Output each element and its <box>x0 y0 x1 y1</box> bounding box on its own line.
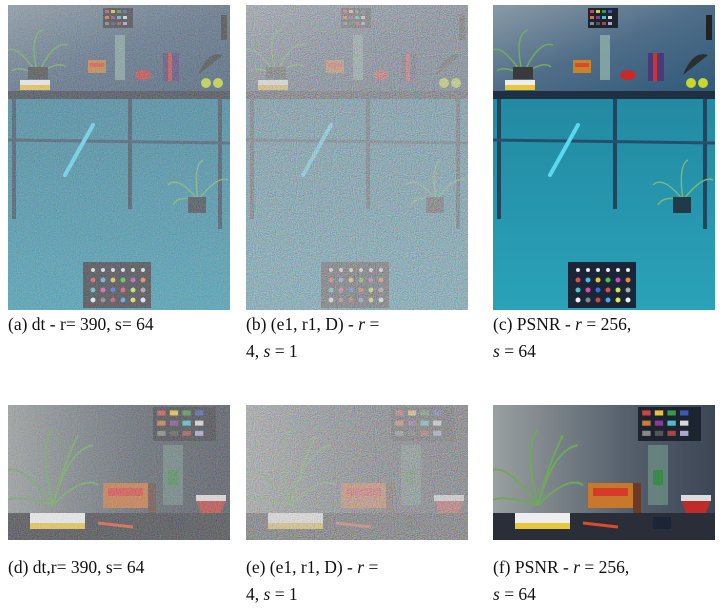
caption-run: = 1 <box>270 341 297 361</box>
caption-run: = 64 <box>500 584 536 604</box>
caption-run: = 1 <box>270 584 297 604</box>
caption-run: (c) PSNR - <box>493 314 575 334</box>
caption-run: = 256, <box>580 557 629 577</box>
caption-run: = 64 <box>500 341 536 361</box>
caption-run: 4, <box>246 584 264 604</box>
caption-run: = <box>365 314 379 334</box>
caption-run: = <box>364 557 378 577</box>
caption-line: (e) (e1, r1, D) - r = <box>246 557 378 577</box>
photo <box>246 405 468 540</box>
caption-run: 4, <box>246 341 264 361</box>
caption-line: 4, s = 1 <box>246 584 298 604</box>
photo <box>8 5 230 310</box>
caption-line: 4, s = 1 <box>246 341 298 361</box>
caption-line: (b) (e1, r1, D) - r = <box>246 314 379 334</box>
caption-line: (d) dt,r= 390, s= 64 <box>8 557 145 577</box>
caption-line: (a) dt - r= 390, s= 64 <box>8 314 154 334</box>
caption-run: (b) (e1, r1, D) - <box>246 314 358 334</box>
photo <box>8 405 230 540</box>
caption-run: (f) PSNR - <box>493 557 573 577</box>
caption-line: (c) PSNR - r = 256, <box>493 314 631 334</box>
caption-line: s = 64 <box>493 584 536 604</box>
caption-line: (f) PSNR - r = 256, <box>493 557 629 577</box>
figure: (a) dt - r= 390, s= 64 (b) (e1, r1, D) - … <box>0 0 724 609</box>
photo <box>493 5 715 310</box>
caption-run: (d) dt,r= 390, s= 64 <box>8 557 145 577</box>
caption-run: = 256, <box>582 314 631 334</box>
caption-run: (e) (e1, r1, D) - <box>246 557 357 577</box>
caption-line: s = 64 <box>493 341 536 361</box>
photo <box>493 405 715 540</box>
caption-run: (a) dt - r= 390, s= 64 <box>8 314 154 334</box>
photo <box>246 5 468 310</box>
